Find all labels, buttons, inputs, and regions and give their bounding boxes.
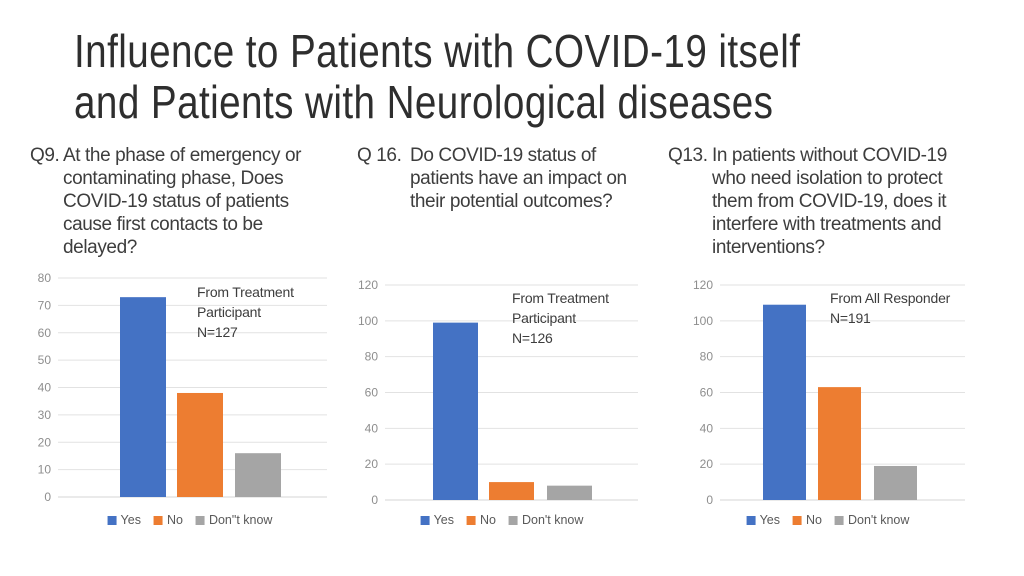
bar-chart-q9: 0 10 20 30 40 50 60 70 80 From Treatment Participa…: [24, 268, 340, 563]
chart-annotation-line: Participant: [197, 304, 261, 320]
legend-swatch-icon: [107, 515, 117, 525]
y-axis-tick-label: 100: [693, 314, 713, 328]
y-axis-tick-label: 20: [38, 435, 52, 449]
chart-canvas: 0 20 40 60 80 100 120: [358, 278, 638, 507]
y-axis-tick-label: 0: [44, 490, 51, 504]
y-axis-tick-label: 10: [38, 463, 52, 477]
legend-swatch-icon: [466, 515, 476, 525]
legend-item-yes: Yes: [420, 513, 454, 527]
bar-don-t-know: [874, 465, 917, 500]
question-q16-text: Do COVID-19 status of patients have an i…: [410, 145, 627, 212]
legend-swatch-icon: [792, 515, 802, 525]
legend-label: No: [166, 513, 183, 527]
chart-annotation: From All Responder N=191: [830, 288, 950, 328]
question-q9-number: Q9.: [30, 145, 60, 166]
chart-annotation: From Treatment Participant N=127: [197, 282, 294, 342]
legend-label: No: [805, 513, 822, 527]
question-q16-number: Q 16.: [357, 145, 402, 166]
legend-item-don-t-know: Don"t know: [195, 513, 273, 527]
legend-swatch-icon: [195, 515, 205, 525]
y-axis-tick-label: 80: [365, 350, 379, 364]
bar-yes: [763, 304, 806, 500]
bar-yes: [120, 297, 166, 497]
slide-title: Influence to Patients with COVID-19 itse…: [74, 26, 800, 128]
legend-item-don-t-know: Don't know: [834, 513, 910, 527]
legend-label: Don't know: [521, 513, 584, 527]
legend-item-no: No: [466, 513, 496, 527]
y-axis-tick-label: 40: [38, 381, 52, 395]
legend-label: Yes: [759, 513, 780, 527]
chart-annotation: From Treatment Participant N=126: [512, 288, 609, 348]
bar-no: [489, 482, 534, 500]
y-axis-tick-label: 100: [358, 314, 378, 328]
y-axis-tick-label: 40: [700, 421, 714, 435]
question-q13-text: In patients without COVID-19 who need is…: [712, 145, 947, 258]
legend-label: Yes: [433, 513, 454, 527]
y-axis-tick-label: 60: [38, 326, 52, 340]
legend-swatch-icon: [420, 515, 430, 525]
question-q9-text: At the phase of emergency or contaminati…: [63, 145, 302, 258]
chart-annotation-line: From All Responder: [830, 290, 951, 306]
y-axis-tick-label: 80: [700, 350, 714, 364]
y-axis-tick-label: 50: [38, 353, 52, 367]
chart-annotation-line: From Treatment: [512, 290, 609, 306]
bar-no: [177, 392, 223, 497]
chart-canvas: 0 20 40 60 80 100 120: [693, 278, 965, 507]
chart-annotation-line: N=191: [830, 310, 871, 326]
bar-don-t-know: [235, 453, 281, 497]
legend-item-yes: Yes: [107, 513, 141, 527]
chart-annotation-line: From Treatment: [197, 284, 294, 300]
bar-yes: [433, 322, 478, 500]
chart-legend: Yes No Don"t know: [107, 513, 273, 527]
y-axis-tick-label: 0: [706, 493, 713, 507]
y-axis-tick-label: 20: [365, 457, 379, 471]
legend-item-no: No: [153, 513, 183, 527]
legend-swatch-icon: [508, 515, 518, 525]
y-axis-tick-label: 70: [38, 298, 52, 312]
bar-no: [818, 387, 861, 500]
bar-don-t-know: [547, 485, 592, 500]
y-axis-tick-label: 120: [358, 278, 378, 292]
question-q9: Q9. At the phase of emergency or contami…: [30, 144, 301, 259]
y-axis-tick-label: 60: [700, 386, 714, 400]
slide-title-line-2: and Patients with Neurological diseases: [74, 76, 774, 128]
y-axis-tick-label: 40: [365, 421, 379, 435]
legend-label: No: [479, 513, 496, 527]
legend-label: Yes: [120, 513, 141, 527]
y-axis-tick-label: 0: [371, 493, 378, 507]
question-q13: Q13. In patients without COVID-19 who ne…: [668, 144, 947, 259]
chart-canvas: 0 10 20 30 40 50 60 70 80: [38, 271, 327, 504]
chart-annotation-line: N=127: [197, 324, 238, 340]
bar-chart-q13: 0 20 40 60 80 100 120 From All Responder N=191 Ye…: [676, 268, 996, 563]
bar-chart-q16: 0 20 40 60 80 100 120 From Treatment Participant…: [340, 268, 660, 563]
y-axis-tick-label: 120: [693, 278, 713, 292]
legend-swatch-icon: [834, 515, 844, 525]
y-axis-tick-label: 30: [38, 408, 52, 422]
legend-item-don-t-know: Don't know: [508, 513, 584, 527]
chart-legend: Yes No Don't know: [420, 513, 584, 527]
y-axis-tick-label: 80: [38, 271, 52, 285]
question-q16: Q 16. Do COVID-19 status of patients hav…: [357, 144, 627, 213]
legend-swatch-icon: [746, 515, 756, 525]
y-axis-tick-label: 60: [365, 386, 379, 400]
y-axis-tick-label: 20: [700, 457, 714, 471]
chart-legend: Yes No Don't know: [746, 513, 910, 527]
legend-swatch-icon: [153, 515, 163, 525]
slide-title-line-1: Influence to Patients with COVID-19 itse…: [74, 25, 801, 77]
legend-item-yes: Yes: [746, 513, 780, 527]
legend-label: Don"t know: [208, 513, 273, 527]
legend-label: Don't know: [847, 513, 910, 527]
chart-annotation-line: N=126: [512, 330, 553, 346]
legend-item-no: No: [792, 513, 822, 527]
chart-annotation-line: Participant: [512, 310, 576, 326]
question-q13-number: Q13.: [668, 145, 708, 166]
